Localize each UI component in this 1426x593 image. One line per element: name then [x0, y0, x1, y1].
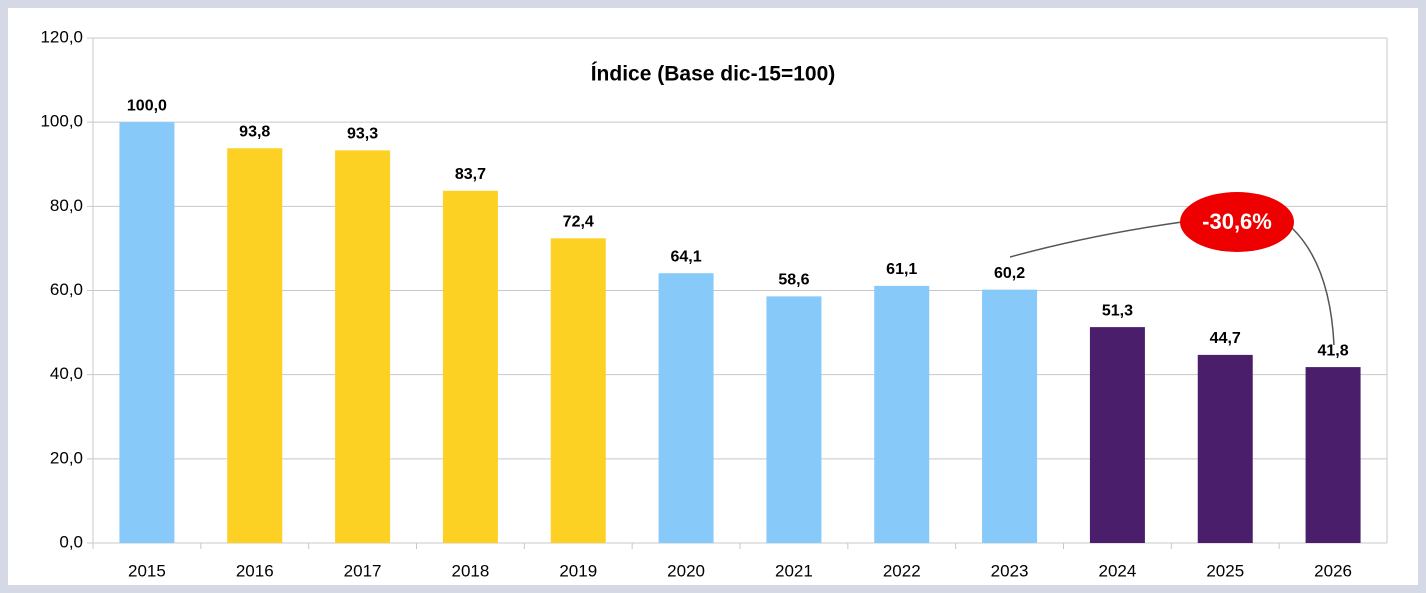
- bar: [442, 190, 498, 543]
- x-tick-label: 2020: [667, 561, 705, 580]
- bar: [1305, 367, 1361, 543]
- x-tick-label: 2021: [775, 561, 813, 580]
- x-tick-label: 2024: [1099, 561, 1137, 580]
- value-label: 64,1: [671, 248, 702, 265]
- value-label: 93,8: [239, 123, 270, 140]
- value-label: 83,7: [455, 166, 486, 183]
- x-tick-label: 2016: [236, 561, 274, 580]
- bar: [1089, 327, 1145, 543]
- bar: [335, 150, 391, 544]
- x-tick-label: 2017: [344, 561, 382, 580]
- y-tick-label: 120,0: [40, 27, 83, 46]
- annotation-connector: [1009, 221, 1183, 258]
- x-tick-label: 2018: [452, 561, 490, 580]
- x-tick-label: 2019: [559, 561, 597, 580]
- value-label: 72,4: [563, 214, 594, 231]
- y-tick-label: 0,0: [59, 532, 83, 551]
- y-tick-label: 40,0: [50, 364, 83, 383]
- value-label: 51,3: [1102, 302, 1133, 319]
- x-tick-label: 2023: [991, 561, 1029, 580]
- y-tick-label: 20,0: [50, 448, 83, 467]
- x-tick-label: 2025: [1206, 561, 1244, 580]
- value-label: 93,3: [347, 126, 378, 143]
- y-tick-label: 80,0: [50, 196, 83, 215]
- bar: [982, 289, 1038, 543]
- bar: [658, 273, 714, 543]
- value-label: 60,2: [994, 265, 1025, 282]
- bar: [227, 148, 283, 543]
- annotation-connector: [1291, 227, 1335, 346]
- x-tick-label: 2015: [128, 561, 166, 580]
- x-tick-label: 2022: [883, 561, 921, 580]
- bar: [550, 238, 606, 544]
- bar: [874, 285, 930, 543]
- plot: 0,0 20,0 40,0 60,0 80,0 100,0 120,0 2015 100,0 20…: [40, 27, 1388, 580]
- value-label: 41,8: [1318, 342, 1349, 359]
- bar: [1197, 354, 1253, 543]
- y-tick-label: 100,0: [40, 112, 83, 131]
- y-tick-label: 60,0: [50, 280, 83, 299]
- bar: [119, 122, 175, 544]
- annotation-badge: [1180, 192, 1294, 252]
- value-label: 100,0: [127, 97, 167, 114]
- value-label: 61,1: [886, 261, 917, 278]
- annotation: -30,6%: [1202, 209, 1272, 234]
- x-tick-label: 2026: [1314, 561, 1352, 580]
- value-label: 58,6: [778, 272, 809, 289]
- value-label: 44,7: [1210, 330, 1241, 347]
- bar: [766, 296, 822, 543]
- chart-title: Índice (Base dic-15=100): [591, 63, 836, 86]
